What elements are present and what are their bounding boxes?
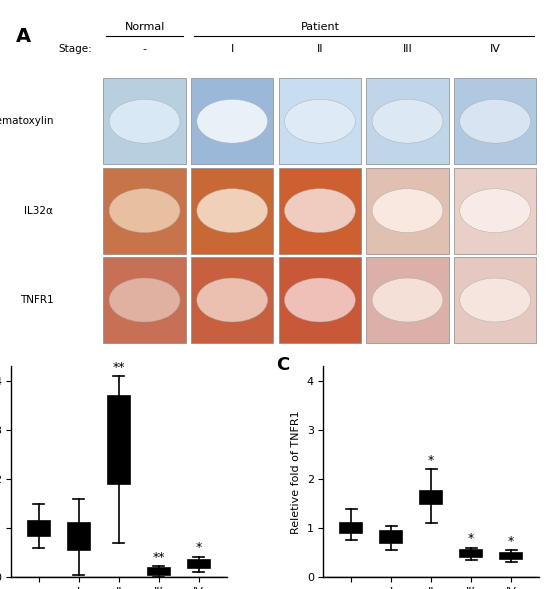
- PathPatch shape: [28, 521, 50, 535]
- FancyBboxPatch shape: [454, 167, 536, 254]
- PathPatch shape: [460, 550, 482, 557]
- FancyBboxPatch shape: [366, 78, 449, 164]
- PathPatch shape: [148, 568, 169, 575]
- PathPatch shape: [500, 552, 522, 558]
- PathPatch shape: [381, 531, 402, 543]
- Text: **: **: [113, 360, 125, 373]
- Text: II: II: [317, 44, 323, 54]
- PathPatch shape: [188, 560, 210, 568]
- PathPatch shape: [340, 523, 362, 533]
- Circle shape: [460, 100, 531, 143]
- Text: I: I: [230, 44, 234, 54]
- Circle shape: [372, 100, 443, 143]
- PathPatch shape: [420, 491, 442, 504]
- Text: A: A: [16, 28, 31, 47]
- Circle shape: [109, 278, 180, 322]
- Circle shape: [460, 188, 531, 233]
- FancyBboxPatch shape: [103, 167, 186, 254]
- FancyBboxPatch shape: [191, 167, 273, 254]
- Text: TNFR1: TNFR1: [20, 295, 53, 305]
- Circle shape: [284, 188, 355, 233]
- Circle shape: [372, 188, 443, 233]
- Text: IV: IV: [490, 44, 500, 54]
- Text: Stage:: Stage:: [58, 44, 92, 54]
- Circle shape: [197, 188, 268, 233]
- FancyBboxPatch shape: [279, 78, 361, 164]
- FancyBboxPatch shape: [103, 78, 186, 164]
- Text: IL32α: IL32α: [24, 206, 53, 216]
- Text: *: *: [508, 535, 514, 548]
- Text: Normal: Normal: [124, 22, 165, 32]
- Text: C: C: [276, 356, 289, 373]
- FancyBboxPatch shape: [279, 257, 361, 343]
- Text: III: III: [403, 44, 412, 54]
- FancyBboxPatch shape: [103, 257, 186, 343]
- Text: hematoxylin: hematoxylin: [0, 116, 53, 126]
- Circle shape: [460, 278, 531, 322]
- Circle shape: [197, 100, 268, 143]
- Circle shape: [372, 278, 443, 322]
- PathPatch shape: [108, 396, 130, 484]
- Text: **: **: [152, 551, 165, 564]
- Text: -: -: [142, 44, 147, 54]
- FancyBboxPatch shape: [191, 78, 273, 164]
- Text: Patient: Patient: [300, 22, 339, 32]
- Y-axis label: Reletive fold of TNFR1: Reletive fold of TNFR1: [291, 410, 301, 534]
- FancyBboxPatch shape: [279, 167, 361, 254]
- Circle shape: [284, 100, 355, 143]
- FancyBboxPatch shape: [454, 78, 536, 164]
- FancyBboxPatch shape: [366, 167, 449, 254]
- Text: *: *: [428, 454, 435, 467]
- Text: *: *: [468, 532, 474, 545]
- Circle shape: [109, 188, 180, 233]
- FancyBboxPatch shape: [366, 257, 449, 343]
- Circle shape: [109, 100, 180, 143]
- Text: *: *: [195, 541, 202, 554]
- FancyBboxPatch shape: [191, 257, 273, 343]
- Circle shape: [284, 278, 355, 322]
- PathPatch shape: [68, 523, 90, 550]
- FancyBboxPatch shape: [454, 257, 536, 343]
- Circle shape: [197, 278, 268, 322]
